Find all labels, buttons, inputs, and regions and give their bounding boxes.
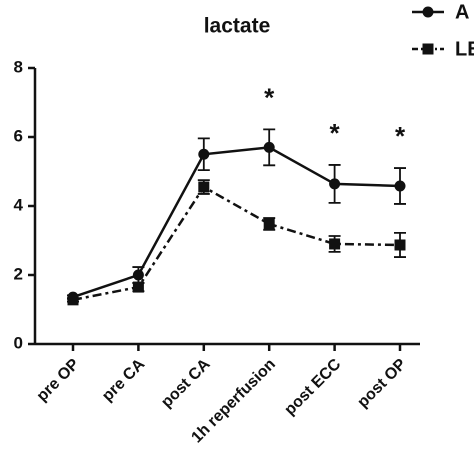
annotation: * bbox=[330, 118, 341, 148]
data-point bbox=[132, 269, 144, 281]
data-point bbox=[329, 178, 341, 190]
series-line bbox=[72, 185, 401, 302]
x-tick-label: post ECC bbox=[281, 355, 344, 418]
legend-marker bbox=[422, 6, 434, 18]
y-tick-label: 2 bbox=[14, 264, 23, 283]
data-point bbox=[263, 218, 275, 230]
annotation: * bbox=[264, 82, 275, 112]
y-tick-label: 0 bbox=[14, 333, 23, 352]
chart-title: lactate bbox=[204, 15, 271, 38]
data-point bbox=[394, 239, 406, 251]
y-tick-label: 4 bbox=[14, 195, 24, 214]
data-point bbox=[198, 181, 210, 193]
data-point bbox=[132, 281, 144, 293]
data-point bbox=[263, 141, 275, 153]
y-tick-label: 6 bbox=[14, 126, 23, 145]
legend-label: LE bbox=[455, 38, 474, 60]
x-tick-label: pre CA bbox=[99, 355, 148, 404]
legend-marker bbox=[422, 43, 434, 55]
data-point bbox=[394, 180, 406, 192]
series-line bbox=[72, 146, 401, 299]
data-point bbox=[198, 148, 210, 160]
data-point bbox=[329, 238, 341, 250]
data-point bbox=[67, 294, 79, 306]
y-tick-label: 8 bbox=[14, 57, 23, 76]
x-tick-label: pre OP bbox=[34, 356, 83, 405]
x-tick-label: post OP bbox=[354, 356, 410, 412]
annotation: * bbox=[395, 121, 406, 151]
legend-label: A bbox=[455, 1, 469, 23]
x-tick-label: post CA bbox=[158, 355, 214, 411]
